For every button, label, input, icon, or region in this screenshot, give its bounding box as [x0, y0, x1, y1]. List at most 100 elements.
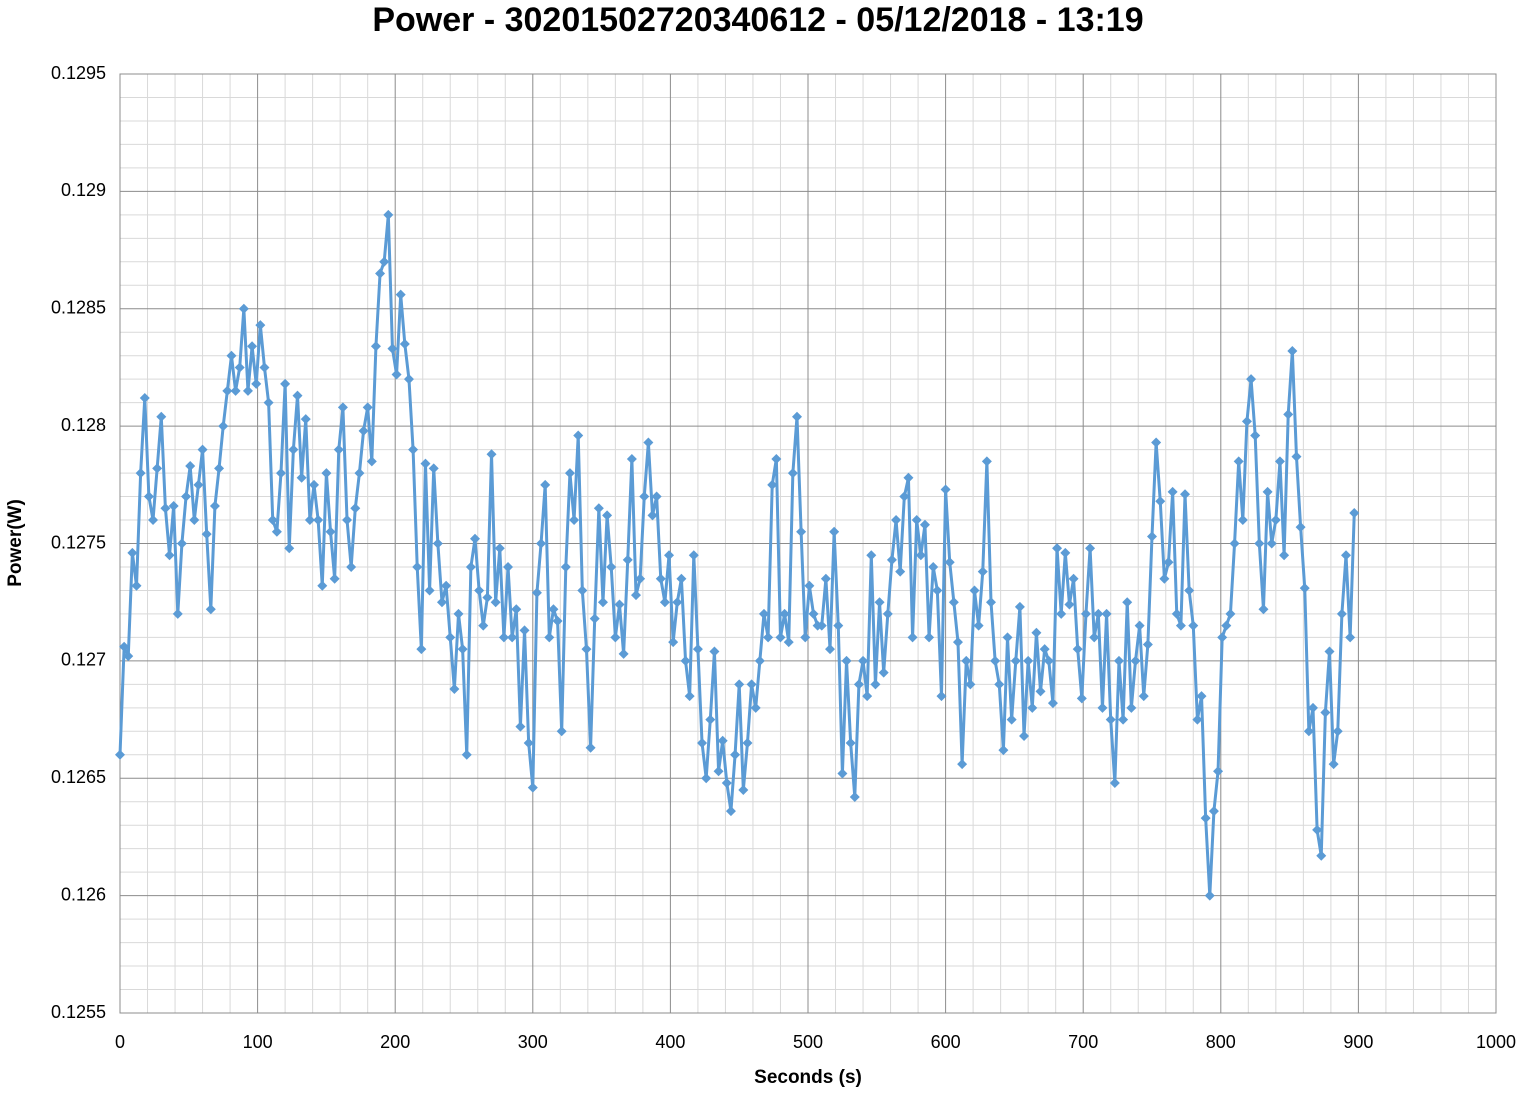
data-marker: [465, 561, 476, 572]
data-marker: [1345, 632, 1356, 643]
data-marker: [1163, 557, 1174, 568]
data-marker: [449, 684, 460, 695]
data-marker: [115, 749, 125, 760]
x-tick-label: 200: [380, 1032, 410, 1052]
data-marker: [816, 620, 827, 631]
data-marker: [866, 550, 877, 561]
data-marker: [1320, 707, 1331, 718]
data-marker: [680, 655, 691, 666]
data-marker: [878, 667, 889, 678]
data-marker: [626, 453, 637, 464]
data-marker: [329, 573, 340, 584]
data-marker: [948, 597, 959, 608]
data-marker: [127, 547, 138, 558]
data-marker: [1336, 608, 1347, 619]
data-marker: [1064, 599, 1075, 610]
data-marker: [1279, 550, 1290, 561]
data-marker: [1246, 374, 1257, 385]
data-marker: [1056, 608, 1067, 619]
data-marker: [1184, 585, 1195, 596]
data-marker: [1237, 515, 1248, 526]
data-marker: [911, 515, 922, 526]
data-marker: [139, 392, 150, 403]
data-marker: [292, 390, 303, 401]
data-marker: [119, 641, 130, 652]
data-marker: [891, 515, 902, 526]
data-marker: [209, 500, 220, 511]
data-marker: [899, 491, 910, 502]
data-marker: [536, 538, 547, 549]
x-tick-label: 500: [793, 1032, 823, 1052]
data-marker: [730, 749, 741, 760]
data-marker: [1039, 644, 1050, 655]
y-tick-label: 0.1265: [51, 767, 106, 787]
data-marker: [754, 655, 765, 666]
data-marker: [986, 597, 997, 608]
data-marker: [1266, 538, 1277, 549]
data-marker: [610, 632, 621, 643]
data-marker: [230, 385, 241, 396]
data-marker: [197, 444, 208, 455]
data-marker: [841, 655, 852, 666]
data-marker: [990, 655, 1001, 666]
data-marker: [1023, 655, 1034, 666]
data-marker: [1019, 730, 1030, 741]
data-marker: [1085, 543, 1096, 554]
data-marker: [655, 573, 666, 584]
data-marker: [998, 745, 1009, 756]
data-marker: [1118, 714, 1129, 725]
data-marker: [631, 590, 641, 601]
data-marker: [168, 500, 179, 511]
data-marker: [1060, 547, 1071, 558]
data-marker: [193, 479, 204, 490]
data-marker: [461, 749, 472, 760]
data-marker: [470, 533, 481, 544]
y-tick-label: 0.1285: [51, 298, 106, 318]
data-marker: [337, 402, 348, 413]
data-marker: [1299, 583, 1310, 594]
data-marker: [552, 615, 563, 626]
data-marker: [763, 632, 774, 643]
data-marker: [474, 585, 485, 596]
data-marker: [432, 538, 443, 549]
x-tick-label: 1000: [1476, 1032, 1516, 1052]
data-marker: [1328, 759, 1339, 770]
data-marker: [226, 350, 237, 361]
data-marker: [1068, 573, 1079, 584]
data-marker: [1283, 409, 1294, 420]
data-marker: [350, 503, 361, 514]
data-marker: [1196, 691, 1207, 702]
data-marker: [123, 651, 134, 662]
data-marker: [643, 437, 654, 448]
data-marker: [676, 573, 687, 584]
data-marker: [556, 726, 567, 737]
data-marker: [981, 456, 992, 467]
data-marker: [1241, 416, 1252, 427]
data-marker: [391, 369, 402, 380]
data-marker: [515, 721, 526, 732]
data-marker: [973, 620, 984, 631]
data-marker: [944, 557, 955, 568]
data-marker: [222, 385, 233, 396]
data-marker: [862, 691, 873, 702]
y-tick-label: 0.129: [61, 180, 106, 200]
data-marker: [1155, 496, 1166, 507]
data-marker: [1349, 507, 1360, 518]
data-marker: [152, 463, 163, 474]
data-marker: [370, 341, 381, 352]
data-marker: [366, 456, 377, 467]
data-marker: [1080, 608, 1091, 619]
data-marker: [358, 425, 369, 436]
data-marker: [1171, 608, 1182, 619]
data-marker: [494, 543, 505, 554]
data-marker: [672, 597, 683, 608]
data-marker: [1233, 456, 1244, 467]
plot-border: [119, 73, 1497, 1014]
data-marker: [742, 738, 753, 749]
data-marker: [1072, 644, 1083, 655]
data-marker: [1332, 726, 1343, 737]
data-marker: [333, 444, 344, 455]
data-marker: [969, 585, 980, 596]
data-marker: [849, 792, 860, 803]
data-marker: [692, 644, 703, 655]
